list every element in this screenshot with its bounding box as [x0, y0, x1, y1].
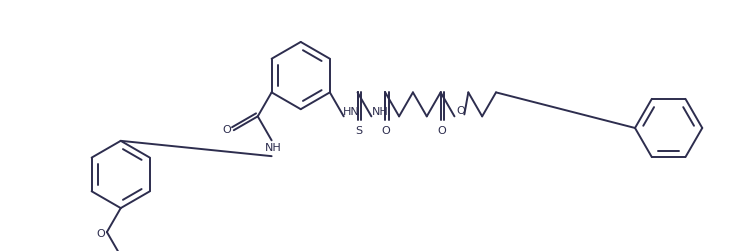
Text: NH: NH	[265, 143, 282, 153]
Text: O: O	[97, 229, 106, 239]
Text: O: O	[456, 106, 465, 116]
Text: O: O	[437, 126, 446, 136]
Text: O: O	[382, 126, 391, 136]
Text: NH: NH	[372, 107, 388, 117]
Text: HN: HN	[343, 107, 360, 117]
Text: S: S	[355, 126, 362, 136]
Text: O: O	[223, 125, 231, 135]
